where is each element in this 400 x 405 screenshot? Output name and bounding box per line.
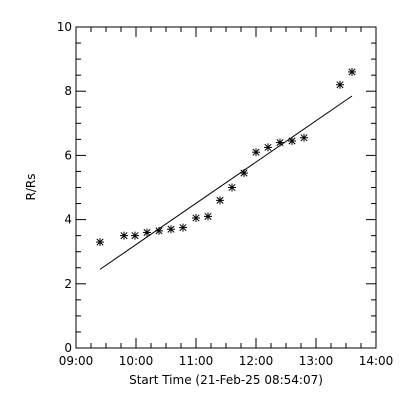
data-point (167, 225, 175, 234)
data-point (288, 136, 296, 145)
y-tick-label: 2 (64, 277, 72, 291)
data-point (143, 228, 151, 237)
data-point (300, 133, 308, 142)
data-point (240, 169, 248, 178)
data-point (216, 196, 224, 205)
data-point (96, 238, 104, 247)
data-point (204, 212, 212, 221)
data-point (131, 231, 139, 240)
y-tick-label: 0 (64, 341, 72, 355)
data-point (276, 138, 284, 147)
data-point (155, 226, 163, 235)
data-points (96, 67, 356, 247)
data-point (264, 143, 272, 152)
fit-line (99, 95, 353, 270)
data-point (179, 223, 187, 232)
y-tick-label: 8 (64, 84, 72, 98)
x-tick-label: 09:00 (59, 354, 94, 368)
data-point (120, 231, 128, 240)
y-tick-label: 10 (57, 20, 72, 34)
y-axis-ticks: 0 2 4 6 8 10 (57, 20, 376, 355)
x-tick-label: 11:00 (179, 354, 214, 368)
x-axis-ticks: 09:00 10:00 11:00 12:00 13:00 14:00 (59, 27, 394, 368)
x-axis-label: Start Time (21-Feb-25 08:54:07) (129, 373, 323, 387)
x-tick-label: 14:00 (359, 354, 394, 368)
data-point (192, 213, 200, 222)
y-tick-label: 4 (64, 213, 72, 227)
y-tick-label: 6 (64, 148, 72, 162)
data-point (348, 67, 356, 76)
fit-line-group (99, 95, 353, 270)
data-point (336, 80, 344, 89)
x-tick-label: 10:00 (119, 354, 154, 368)
x-tick-label: 12:00 (239, 354, 274, 368)
data-point (228, 183, 236, 192)
y-axis-label: R/Rs (24, 174, 38, 201)
data-point (252, 148, 260, 157)
x-tick-label: 13:00 (299, 354, 334, 368)
